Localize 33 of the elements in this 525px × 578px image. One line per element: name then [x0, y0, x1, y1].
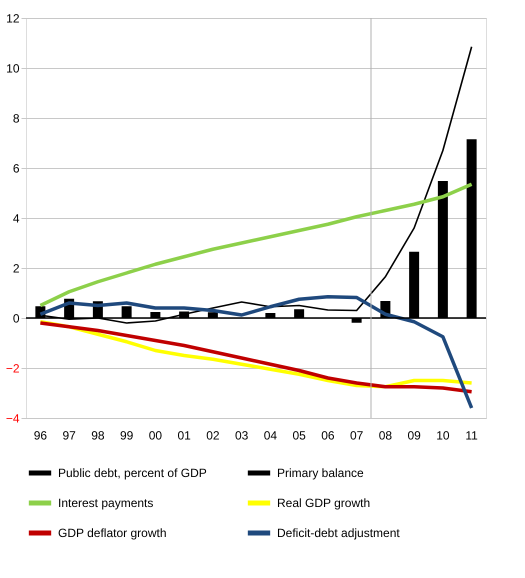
- y-tick-label: 12: [6, 12, 20, 26]
- x-tick-label: 96: [34, 428, 48, 442]
- x-tick-label: 08: [378, 428, 392, 442]
- legend-label: GDP deflator growth: [58, 526, 166, 540]
- y-tick-label: 10: [6, 62, 20, 76]
- legend-label: Public debt, percent of GDP: [58, 466, 207, 480]
- y-tick-label: −4: [6, 412, 20, 426]
- x-tick-label: 01: [177, 428, 192, 442]
- x-tick-label: 10: [436, 428, 450, 442]
- x-tick-label: 05: [292, 428, 306, 442]
- x-tick-label: 07: [350, 428, 364, 442]
- legend-label: Real GDP growth: [277, 496, 370, 510]
- y-tick-label: 8: [12, 112, 20, 126]
- x-tick-label: 02: [206, 428, 220, 442]
- y-tick-label: 2: [12, 262, 20, 276]
- x-tick-label: 04: [264, 428, 278, 442]
- y-tick-label: 6: [12, 162, 20, 176]
- x-tick-label: 97: [62, 428, 76, 442]
- y-tick-label: −2: [6, 362, 20, 376]
- x-tick-label: 03: [234, 428, 249, 442]
- line-series: [38, 295, 474, 410]
- legend-label: Interest payments: [58, 496, 154, 510]
- y-tick-label: 4: [12, 212, 20, 226]
- line-series: [38, 182, 474, 308]
- legend-label: Deficit-debt adjustment: [277, 526, 400, 540]
- x-tick-label: 11: [465, 428, 478, 442]
- y-tick-label: 0: [12, 312, 20, 326]
- legend-label: Primary balance: [277, 466, 364, 480]
- x-tick-label: 99: [120, 428, 134, 442]
- x-tick-label: 00: [148, 428, 162, 442]
- x-tick-label: 06: [321, 428, 335, 442]
- x-tick-label: 09: [407, 428, 422, 442]
- x-tick-label: 98: [91, 428, 105, 442]
